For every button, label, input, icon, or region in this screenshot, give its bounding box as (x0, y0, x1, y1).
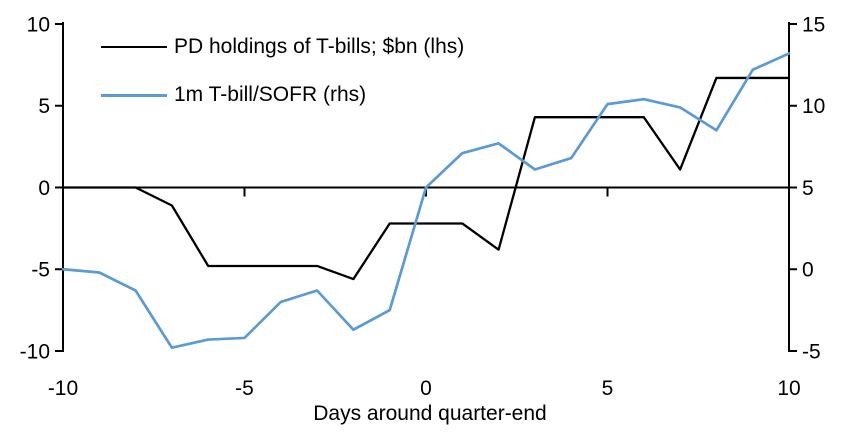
x-axis-tick-label: 5 (602, 377, 614, 400)
legend-line-sample-pd-holdings (101, 45, 167, 49)
legend-item-pd-holdings: PD holdings of T-bills; $bn (lhs) (101, 35, 464, 59)
y-axis-right-tick-label: 10 (802, 95, 825, 118)
series-line-tbill-sofr (61, 52, 791, 350)
legend-item-tbill-sofr: 1m T-bill/SOFR (rhs) (101, 83, 464, 107)
y-axis-right-tick-label: 15 (802, 13, 825, 36)
x-axis-title: Days around quarter-end (313, 402, 546, 425)
series-line-pd-holdings (61, 76, 791, 281)
y-axis-right-tick-label: 0 (802, 259, 814, 282)
y-axis-left-tick-label: 0 (38, 177, 50, 200)
y-axis-left-tick-label: 5 (38, 95, 50, 118)
x-axis-tick-label: 0 (420, 377, 432, 400)
legend: PD holdings of T-bills; $bn (lhs) 1m T-b… (101, 35, 464, 107)
y-axis-left-tick-label: -5 (31, 259, 50, 282)
x-axis-tick-label: 10 (777, 377, 800, 400)
legend-label-pd-holdings: PD holdings of T-bills; $bn (lhs) (174, 35, 465, 58)
x-axis-tick-label: -5 (235, 377, 254, 400)
legend-line-sample-tbill-sofr (101, 93, 167, 97)
x-axis-tick-label: -10 (48, 377, 78, 400)
legend-label-tbill-sofr: 1m T-bill/SOFR (rhs) (174, 83, 367, 106)
y-axis-right-tick-label: 5 (802, 177, 814, 200)
y-axis-left-tick-label: 10 (27, 13, 50, 36)
y-axis-right-tick-label: -5 (802, 340, 821, 363)
y-axis-left-tick-label: -10 (20, 340, 50, 363)
